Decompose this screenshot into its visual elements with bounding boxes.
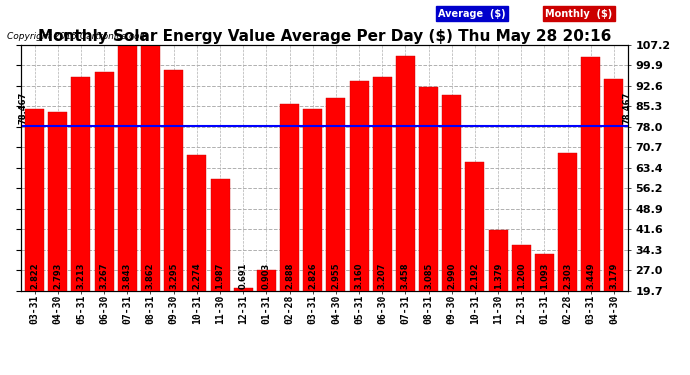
- Text: 3.449: 3.449: [586, 263, 595, 289]
- Bar: [326, 98, 346, 346]
- Text: 78.467: 78.467: [622, 92, 631, 124]
- Bar: [535, 254, 554, 346]
- Text: 1.200: 1.200: [517, 263, 526, 289]
- Bar: [350, 81, 368, 346]
- Bar: [72, 76, 90, 346]
- Bar: [442, 95, 462, 346]
- Bar: [419, 87, 438, 346]
- Text: 3.843: 3.843: [123, 263, 132, 289]
- Bar: [303, 109, 322, 346]
- Text: 2.303: 2.303: [563, 263, 572, 289]
- Bar: [257, 270, 276, 346]
- Bar: [234, 288, 253, 346]
- Text: Monthly  ($): Monthly ($): [545, 9, 612, 19]
- Text: 3.085: 3.085: [424, 263, 433, 289]
- Text: 2.888: 2.888: [285, 263, 294, 289]
- Bar: [396, 56, 415, 346]
- Text: 3.213: 3.213: [77, 263, 86, 289]
- Text: 2.826: 2.826: [308, 262, 317, 289]
- Bar: [164, 70, 183, 346]
- Bar: [558, 153, 577, 346]
- Bar: [466, 162, 484, 346]
- Text: Average  ($): Average ($): [438, 9, 506, 19]
- Text: 3.160: 3.160: [355, 263, 364, 289]
- Text: 3.207: 3.207: [377, 263, 386, 289]
- Text: 3.862: 3.862: [146, 263, 155, 289]
- Text: 1.093: 1.093: [540, 263, 549, 289]
- Text: 3.267: 3.267: [99, 263, 108, 289]
- Text: 0.691: 0.691: [239, 263, 248, 289]
- Bar: [604, 80, 624, 346]
- Text: 2.274: 2.274: [193, 262, 201, 289]
- Text: 2.822: 2.822: [30, 262, 39, 289]
- Bar: [489, 230, 508, 346]
- Text: Copyright 2015 Cartronics.com: Copyright 2015 Cartronics.com: [7, 32, 148, 41]
- Bar: [581, 57, 600, 346]
- Text: 0.903: 0.903: [262, 263, 271, 289]
- Bar: [187, 155, 206, 346]
- Text: 2.192: 2.192: [471, 262, 480, 289]
- Bar: [118, 24, 137, 346]
- Text: 2.955: 2.955: [331, 262, 340, 289]
- Text: 3.179: 3.179: [609, 263, 618, 289]
- Bar: [48, 112, 68, 346]
- Title: Monthly Solar Energy Value Average Per Day ($) Thu May 28 20:16: Monthly Solar Energy Value Average Per D…: [38, 29, 611, 44]
- Text: 1.987: 1.987: [215, 263, 224, 289]
- Text: 3.295: 3.295: [169, 263, 178, 289]
- Text: 2.990: 2.990: [447, 263, 456, 289]
- Bar: [210, 179, 230, 346]
- Bar: [280, 104, 299, 346]
- Bar: [373, 77, 392, 346]
- Bar: [25, 110, 44, 346]
- Bar: [512, 245, 531, 346]
- Text: 3.458: 3.458: [401, 263, 410, 289]
- Bar: [141, 22, 160, 346]
- Text: 1.379: 1.379: [493, 263, 502, 289]
- Text: 2.793: 2.793: [53, 263, 62, 289]
- Text: 78.467: 78.467: [19, 92, 28, 124]
- Bar: [95, 72, 114, 346]
